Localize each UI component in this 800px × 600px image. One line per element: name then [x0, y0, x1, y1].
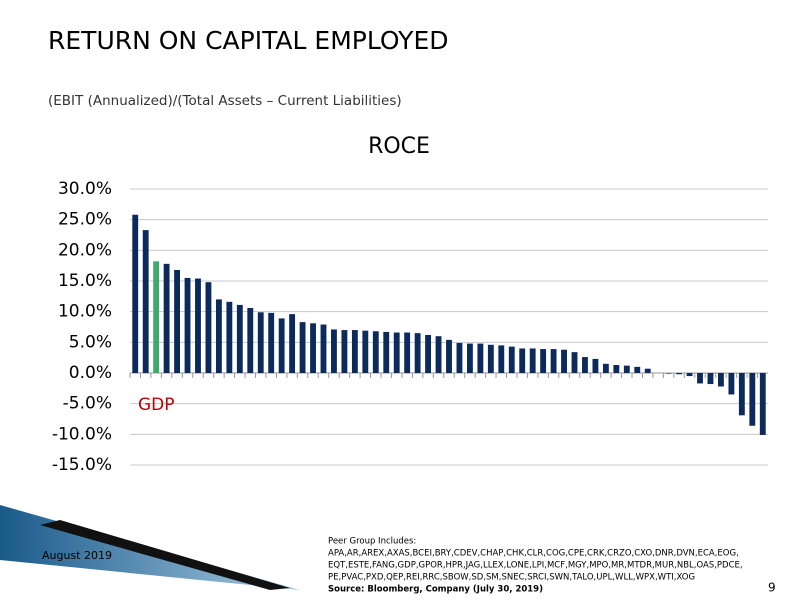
bar: [257, 312, 264, 373]
peer-group-line: EQT,ESTE,FANG,GDP,GPOR,HPR,JAG,LLEX,LONE…: [328, 561, 743, 571]
source: Source: Bloomberg, Company (July 30, 201…: [328, 585, 543, 595]
bar: [749, 373, 756, 426]
bar: [498, 345, 505, 373]
bar: [477, 343, 484, 373]
bar: [184, 277, 191, 373]
bar: [519, 348, 526, 373]
slide-title: RETURN ON CAPITAL EMPLOYED: [48, 26, 449, 55]
bar: [718, 373, 724, 387]
bar: [634, 366, 641, 373]
bar: [226, 301, 233, 373]
bar: [613, 365, 620, 373]
bar: [278, 318, 285, 373]
annotation: GDP: [138, 395, 175, 415]
bar: [268, 312, 275, 373]
bar: [456, 342, 463, 373]
y-tick-label: 25.0%: [58, 210, 112, 230]
bar: [153, 261, 160, 373]
bar: [163, 263, 170, 373]
y-tick-label: 20.0%: [58, 240, 112, 260]
bar: [644, 368, 651, 373]
bar: [362, 330, 369, 373]
bar: [435, 336, 442, 373]
bar: [466, 343, 473, 373]
y-tick-label: -10.0%: [52, 424, 112, 444]
bar: [676, 373, 683, 375]
y-tick-label: -15.0%: [52, 455, 112, 475]
bar: [697, 373, 703, 384]
page-number: 9: [768, 581, 776, 595]
bar: [728, 373, 735, 395]
bar: [393, 332, 400, 373]
bar: [341, 330, 348, 373]
slide-subtitle: (EBIT (Annualized)/(Total Assets – Curre…: [48, 93, 402, 109]
bar: [707, 373, 714, 385]
bar: [602, 363, 609, 373]
decor-stripe: [40, 520, 290, 590]
bar: [487, 344, 494, 373]
bar: [425, 334, 432, 373]
bar: [247, 307, 254, 373]
bar: [299, 322, 306, 373]
bar: [383, 331, 390, 373]
bar: [561, 349, 567, 373]
y-tick-label: 30.0%: [58, 179, 112, 199]
bar: [174, 269, 180, 373]
bar: [289, 314, 296, 373]
bar: [320, 324, 327, 373]
bar: [404, 332, 411, 373]
date: August 2019: [42, 549, 112, 562]
bar: [132, 214, 139, 373]
bar: [310, 323, 316, 373]
y-tick-label: 5.0%: [69, 332, 112, 352]
bar: [665, 373, 672, 374]
peer-group-line: PE,PVAC,PXD,QEP,REI,RRC,SBOW,SD,SM,SNEC,…: [328, 573, 695, 583]
bar: [759, 373, 766, 435]
bar: [351, 330, 358, 373]
bar: [508, 346, 515, 373]
chart-title: ROCE: [368, 134, 430, 159]
bar: [236, 304, 243, 373]
bar: [142, 230, 149, 373]
bar: [571, 352, 578, 373]
bar: [592, 358, 599, 373]
bar: [215, 299, 222, 373]
y-tick-label: 10.0%: [58, 302, 112, 322]
bar: [738, 373, 745, 416]
peer-group-line: Peer Group Includes:: [328, 537, 416, 547]
y-tick-label: -5.0%: [63, 394, 112, 414]
bar: [582, 357, 588, 373]
bar: [529, 348, 536, 373]
bar: [550, 349, 557, 373]
bar: [331, 329, 337, 373]
y-tick-label: 0.0%: [69, 363, 112, 383]
y-tick-label: 15.0%: [58, 271, 112, 291]
bar: [195, 278, 201, 373]
bar: [205, 282, 212, 373]
bar: [540, 349, 547, 373]
bar: [372, 331, 379, 373]
bar: [623, 365, 630, 373]
bar: [686, 373, 693, 377]
bar: [414, 333, 421, 373]
bar: [446, 339, 452, 373]
peer-group-line: APA,AR,AREX,AXAS,BCEI,BRY,CDEV,CHAP,CHK,…: [328, 549, 739, 559]
